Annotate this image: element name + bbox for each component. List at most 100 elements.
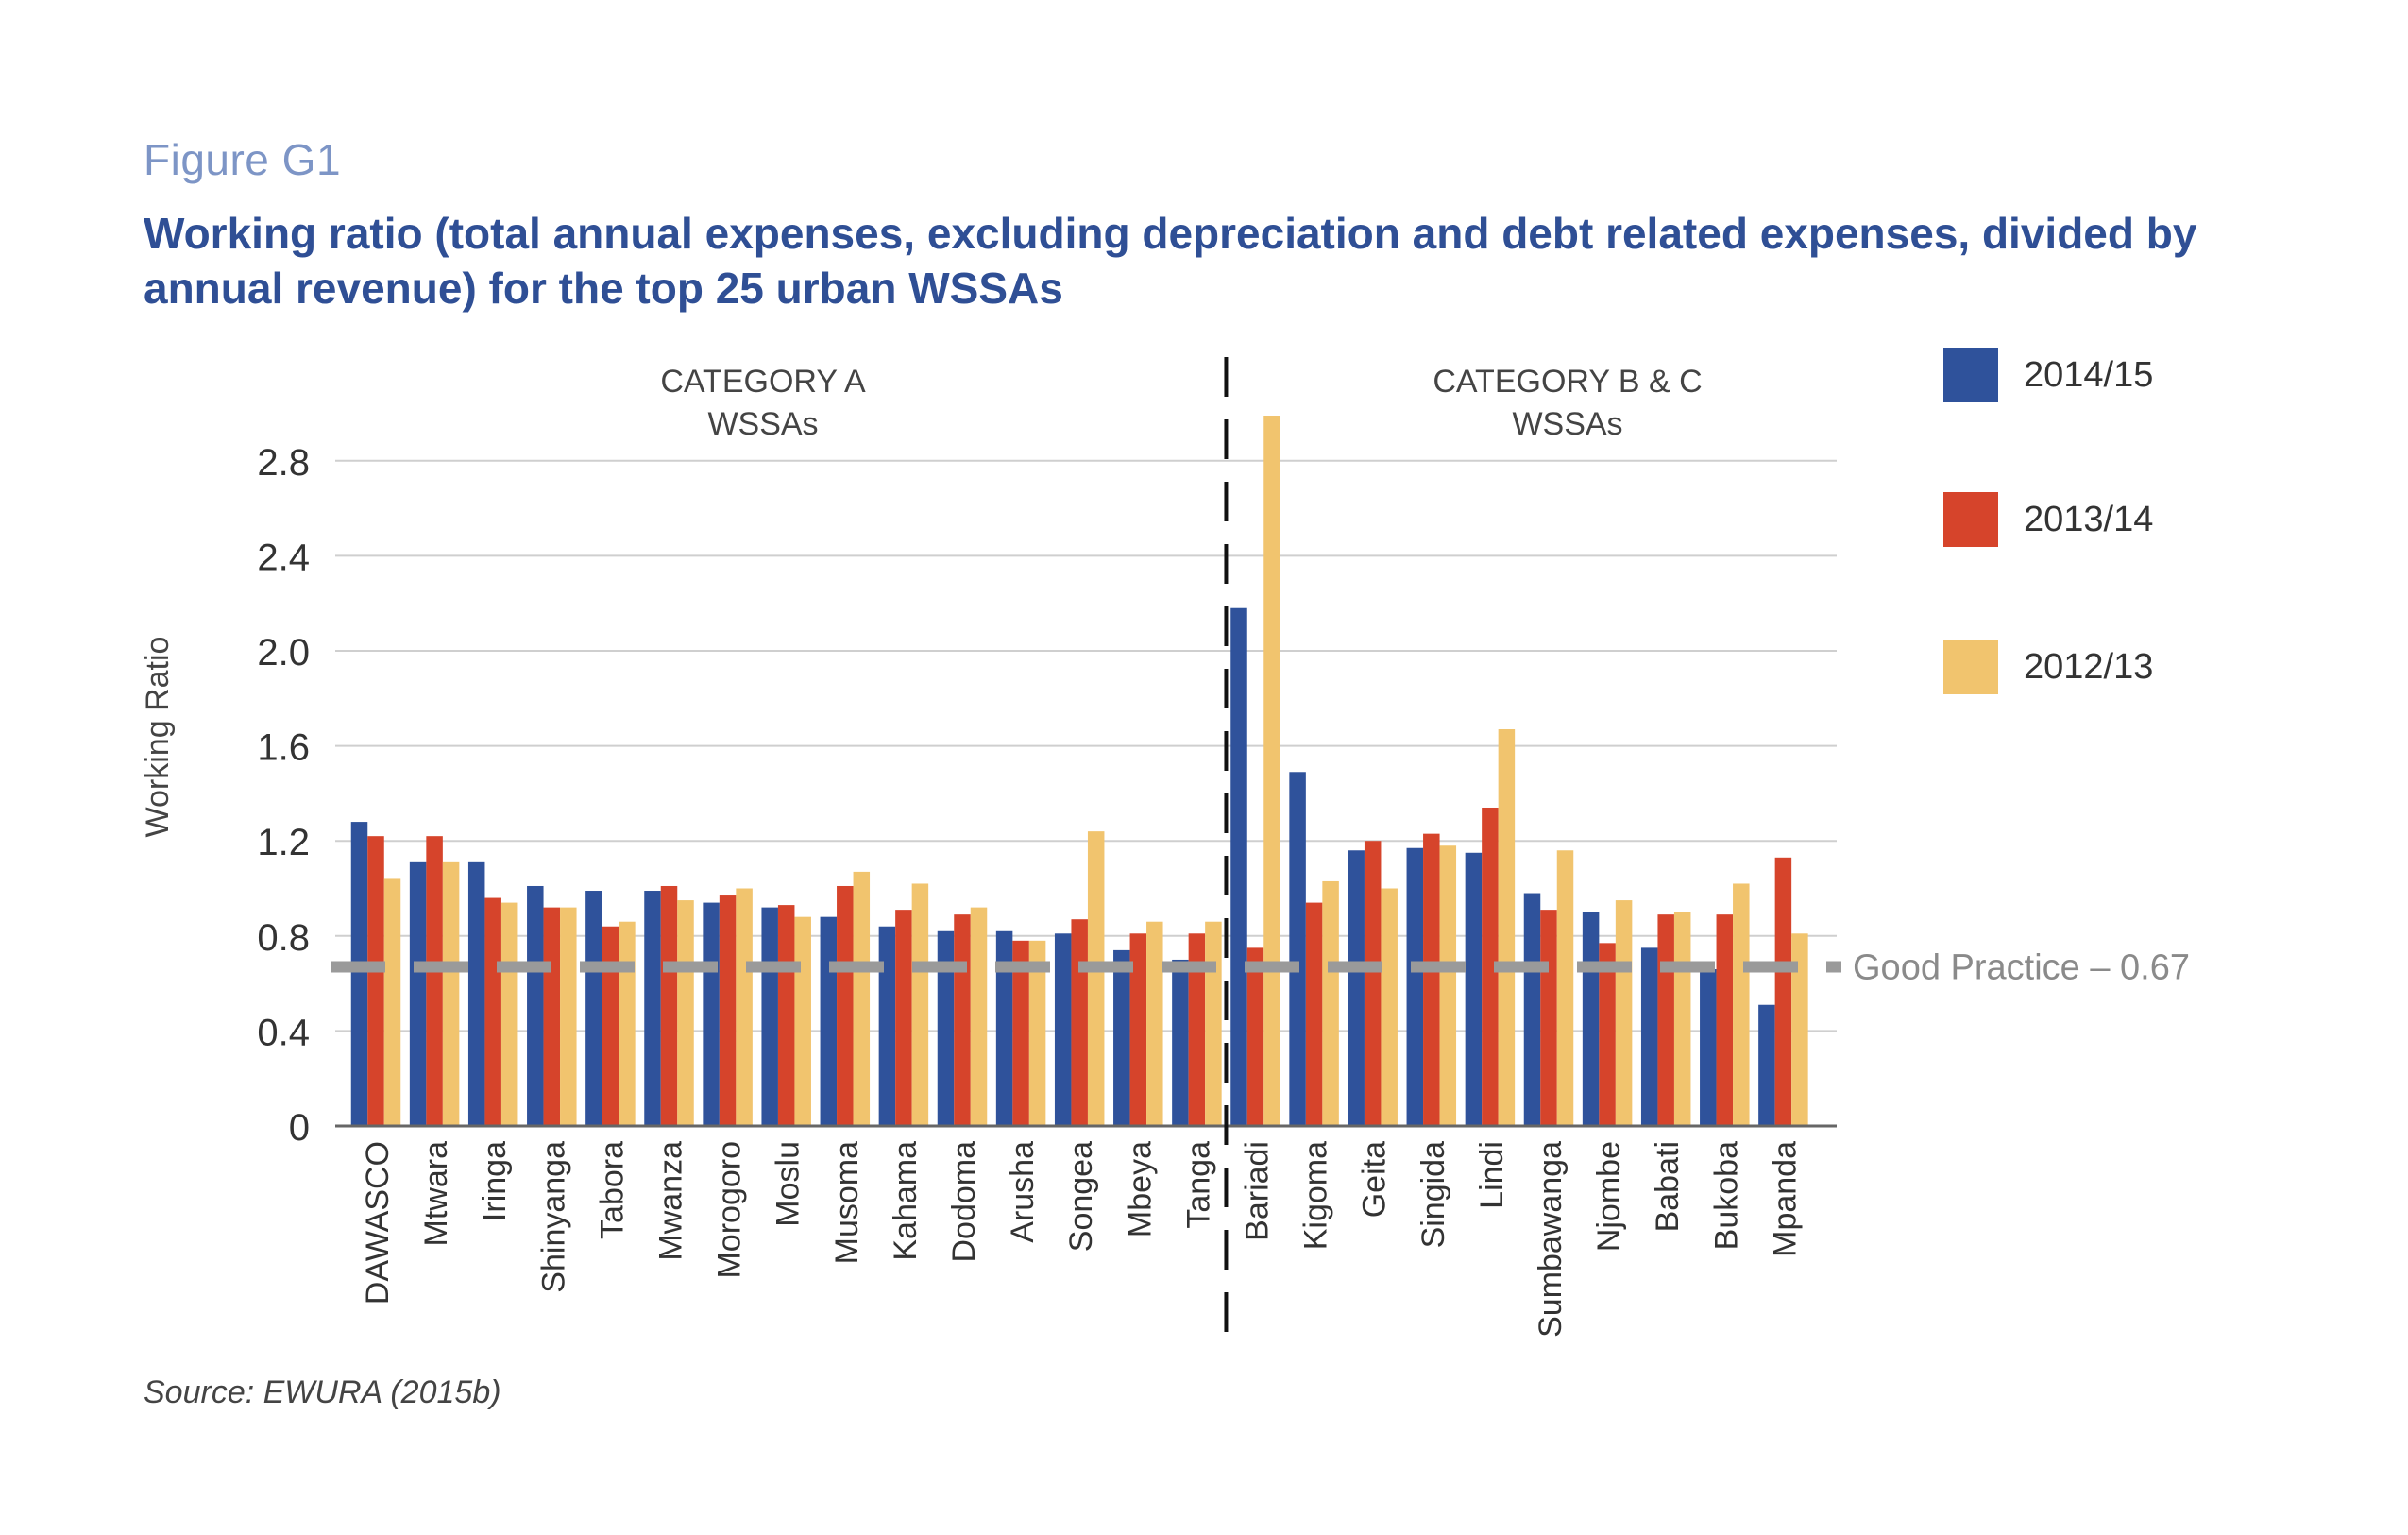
bar-2014-15-kigoma (1289, 772, 1306, 1126)
x-tick-label: Iringa (477, 1141, 513, 1221)
x-tick-label: Singida (1416, 1141, 1451, 1249)
bar-2013-14-kigoma (1305, 902, 1323, 1126)
y-axis-label: Working Ratio (140, 637, 176, 838)
bar-2012-13-morogoro (736, 888, 753, 1126)
y-tick-label: 0.4 (257, 1012, 310, 1053)
bar-2013-14-bariadi (1246, 947, 1264, 1126)
legend-label: 2013/14 (2024, 500, 2154, 539)
bar-2014-15-shinyanga (527, 885, 544, 1126)
x-tick-label: Songea (1063, 1141, 1099, 1252)
bar-2014-15-morogoro (703, 902, 720, 1126)
x-tick-label: Sumbawanga (1533, 1141, 1569, 1338)
bar-2014-15-kahama (878, 926, 896, 1126)
y-tick-label: 0.8 (257, 917, 310, 959)
bar-2014-15-geita (1348, 850, 1365, 1126)
bar-2013-14-njombe (1599, 943, 1616, 1126)
x-tick-label: Njombe (1591, 1141, 1627, 1252)
bar-2012-13-iringa (500, 902, 518, 1126)
bar-2014-15-mtwara (409, 861, 427, 1126)
x-tick-label: Mwanza (653, 1141, 689, 1261)
x-tick-label: Tabora (594, 1141, 630, 1239)
bar-2014-15-iringa (467, 861, 485, 1126)
x-tick-label: Geita (1357, 1141, 1393, 1218)
bar-2012-13-moslu (794, 916, 811, 1126)
bar-2013-14-kahama (895, 910, 912, 1126)
legend-swatch (1943, 348, 1998, 402)
bar-2014-15-moslu (761, 907, 778, 1126)
bar-2012-13-shinyanga (560, 907, 577, 1126)
bar-2013-14-arusha (1012, 940, 1029, 1126)
x-tick-label: Mpanda (1767, 1141, 1803, 1257)
bar-2012-13-geita (1381, 888, 1398, 1126)
bar-2014-15-bariadi (1230, 607, 1247, 1126)
y-tick-label: 2.0 (257, 632, 310, 674)
bar-2013-14-mwanza (660, 885, 678, 1126)
figure-label: Figure G1 (144, 135, 342, 184)
bar-2012-13-mtwara (442, 861, 460, 1126)
good-practice-label: Good Practice – 0.67 (1853, 947, 2190, 987)
bar-2013-14-sumbawanga (1540, 910, 1557, 1126)
x-tick-label: Babati (1650, 1141, 1686, 1232)
bar-2012-13-dodoma (970, 907, 988, 1126)
bar-2014-15-mwanza (644, 891, 661, 1126)
bar-2012-13-musoma (853, 871, 871, 1126)
bar-2013-14-tanga (1188, 933, 1206, 1126)
bar-2014-15-bukoba (1700, 969, 1717, 1126)
bar-2012-13-tabora (619, 921, 636, 1126)
x-tick-label: Morogoro (712, 1141, 748, 1279)
bar-2013-14-iringa (484, 897, 501, 1126)
bar-2013-14-babati (1657, 914, 1674, 1126)
bar-2012-13-bukoba (1733, 883, 1750, 1126)
bar-2013-14-mbeya (1129, 933, 1147, 1126)
bar-2012-13-babati (1673, 912, 1691, 1126)
bar-2013-14-morogoro (719, 895, 737, 1126)
bar-2013-14-dodoma (954, 914, 971, 1126)
bar-2013-14-mpanda (1774, 857, 1792, 1126)
bar-2014-15-songea (1054, 933, 1072, 1126)
source-note: Source: EWURA (2015b) (144, 1374, 501, 1410)
group-label: WSSAs (1512, 406, 1622, 442)
x-tick-label: Moslu (771, 1141, 806, 1227)
bar-2014-15-tanga (1172, 959, 1189, 1126)
bar-2014-15-singida (1406, 847, 1424, 1126)
x-tick-label: Mbeya (1122, 1141, 1158, 1237)
bar-2012-13-songea (1087, 831, 1105, 1126)
y-tick-label: 0 (289, 1107, 310, 1149)
x-tick-label: Shinyanga (535, 1141, 571, 1293)
x-tick-label: Bariadi (1240, 1141, 1276, 1241)
bar-2012-13-singida (1439, 845, 1457, 1126)
chart-title: Working ratio (total annual expenses, ex… (144, 209, 2197, 313)
bar-2012-13-njombe (1615, 900, 1633, 1126)
bar-2013-14-geita (1364, 841, 1382, 1126)
x-tick-label: Dodoma (946, 1141, 982, 1263)
bar-2014-15-tabora (585, 891, 602, 1126)
bar-2014-15-mbeya (1113, 949, 1130, 1126)
bar-2014-15-mpanda (1758, 1004, 1775, 1126)
y-tick-label: 1.6 (257, 727, 310, 769)
legend-label: 2014/15 (2024, 355, 2154, 395)
group-label: CATEGORY A (660, 364, 866, 400)
bar-2012-13-bariadi (1263, 416, 1280, 1126)
bar-2013-14-musoma (837, 885, 854, 1126)
bar-2014-15-njombe (1582, 912, 1600, 1126)
y-tick-label: 2.4 (257, 537, 310, 578)
bar-2013-14-dawasco (367, 836, 384, 1126)
bar-2013-14-bukoba (1716, 914, 1734, 1126)
bar-2012-13-dawasco (383, 878, 401, 1126)
bar-2014-15-arusha (995, 930, 1013, 1126)
bar-2013-14-shinyanga (543, 907, 561, 1126)
y-tick-label: 1.2 (257, 822, 310, 863)
x-tick-label: Lindi (1474, 1141, 1510, 1209)
bar-2013-14-moslu (777, 905, 795, 1126)
bar-2012-13-mbeya (1146, 921, 1163, 1126)
bar-2012-13-tanga (1205, 921, 1222, 1126)
bar-2014-15-dawasco (350, 822, 368, 1126)
x-tick-label: Tanga (1180, 1141, 1216, 1229)
bar-2012-13-kigoma (1322, 880, 1339, 1126)
x-tick-label: Kahama (888, 1141, 924, 1261)
x-tick-label: Kigoma (1298, 1141, 1334, 1250)
bar-2013-14-tabora (602, 926, 619, 1126)
bar-2014-15-babati (1640, 947, 1658, 1126)
bar-2014-15-sumbawanga (1523, 893, 1541, 1126)
bar-2012-13-mwanza (677, 900, 694, 1126)
